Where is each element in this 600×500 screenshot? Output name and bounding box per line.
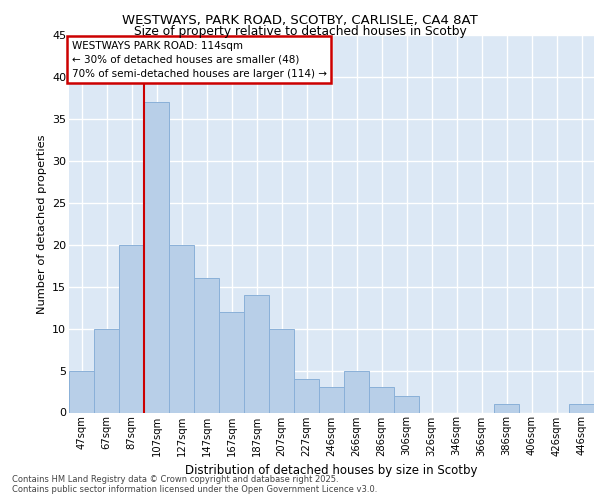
Bar [69,370,94,412]
Bar [344,370,369,412]
Bar [369,388,394,412]
Bar [244,295,269,412]
Bar [394,396,419,412]
Bar [494,404,519,412]
Bar [119,244,144,412]
Bar [194,278,219,412]
Bar [94,328,119,412]
Bar [169,244,194,412]
X-axis label: Distribution of detached houses by size in Scotby: Distribution of detached houses by size … [185,464,478,477]
Text: WESTWAYS, PARK ROAD, SCOTBY, CARLISLE, CA4 8AT: WESTWAYS, PARK ROAD, SCOTBY, CARLISLE, C… [122,14,478,27]
Bar [144,102,169,412]
Text: Contains HM Land Registry data © Crown copyright and database right 2025.
Contai: Contains HM Land Registry data © Crown c… [12,474,377,494]
Bar [319,388,344,412]
Y-axis label: Number of detached properties: Number of detached properties [37,134,47,314]
Bar [294,379,319,412]
Text: Size of property relative to detached houses in Scotby: Size of property relative to detached ho… [134,25,466,38]
Bar [569,404,594,412]
Bar [219,312,244,412]
Bar [269,328,294,412]
Text: WESTWAYS PARK ROAD: 114sqm
← 30% of detached houses are smaller (48)
70% of semi: WESTWAYS PARK ROAD: 114sqm ← 30% of deta… [71,40,326,78]
